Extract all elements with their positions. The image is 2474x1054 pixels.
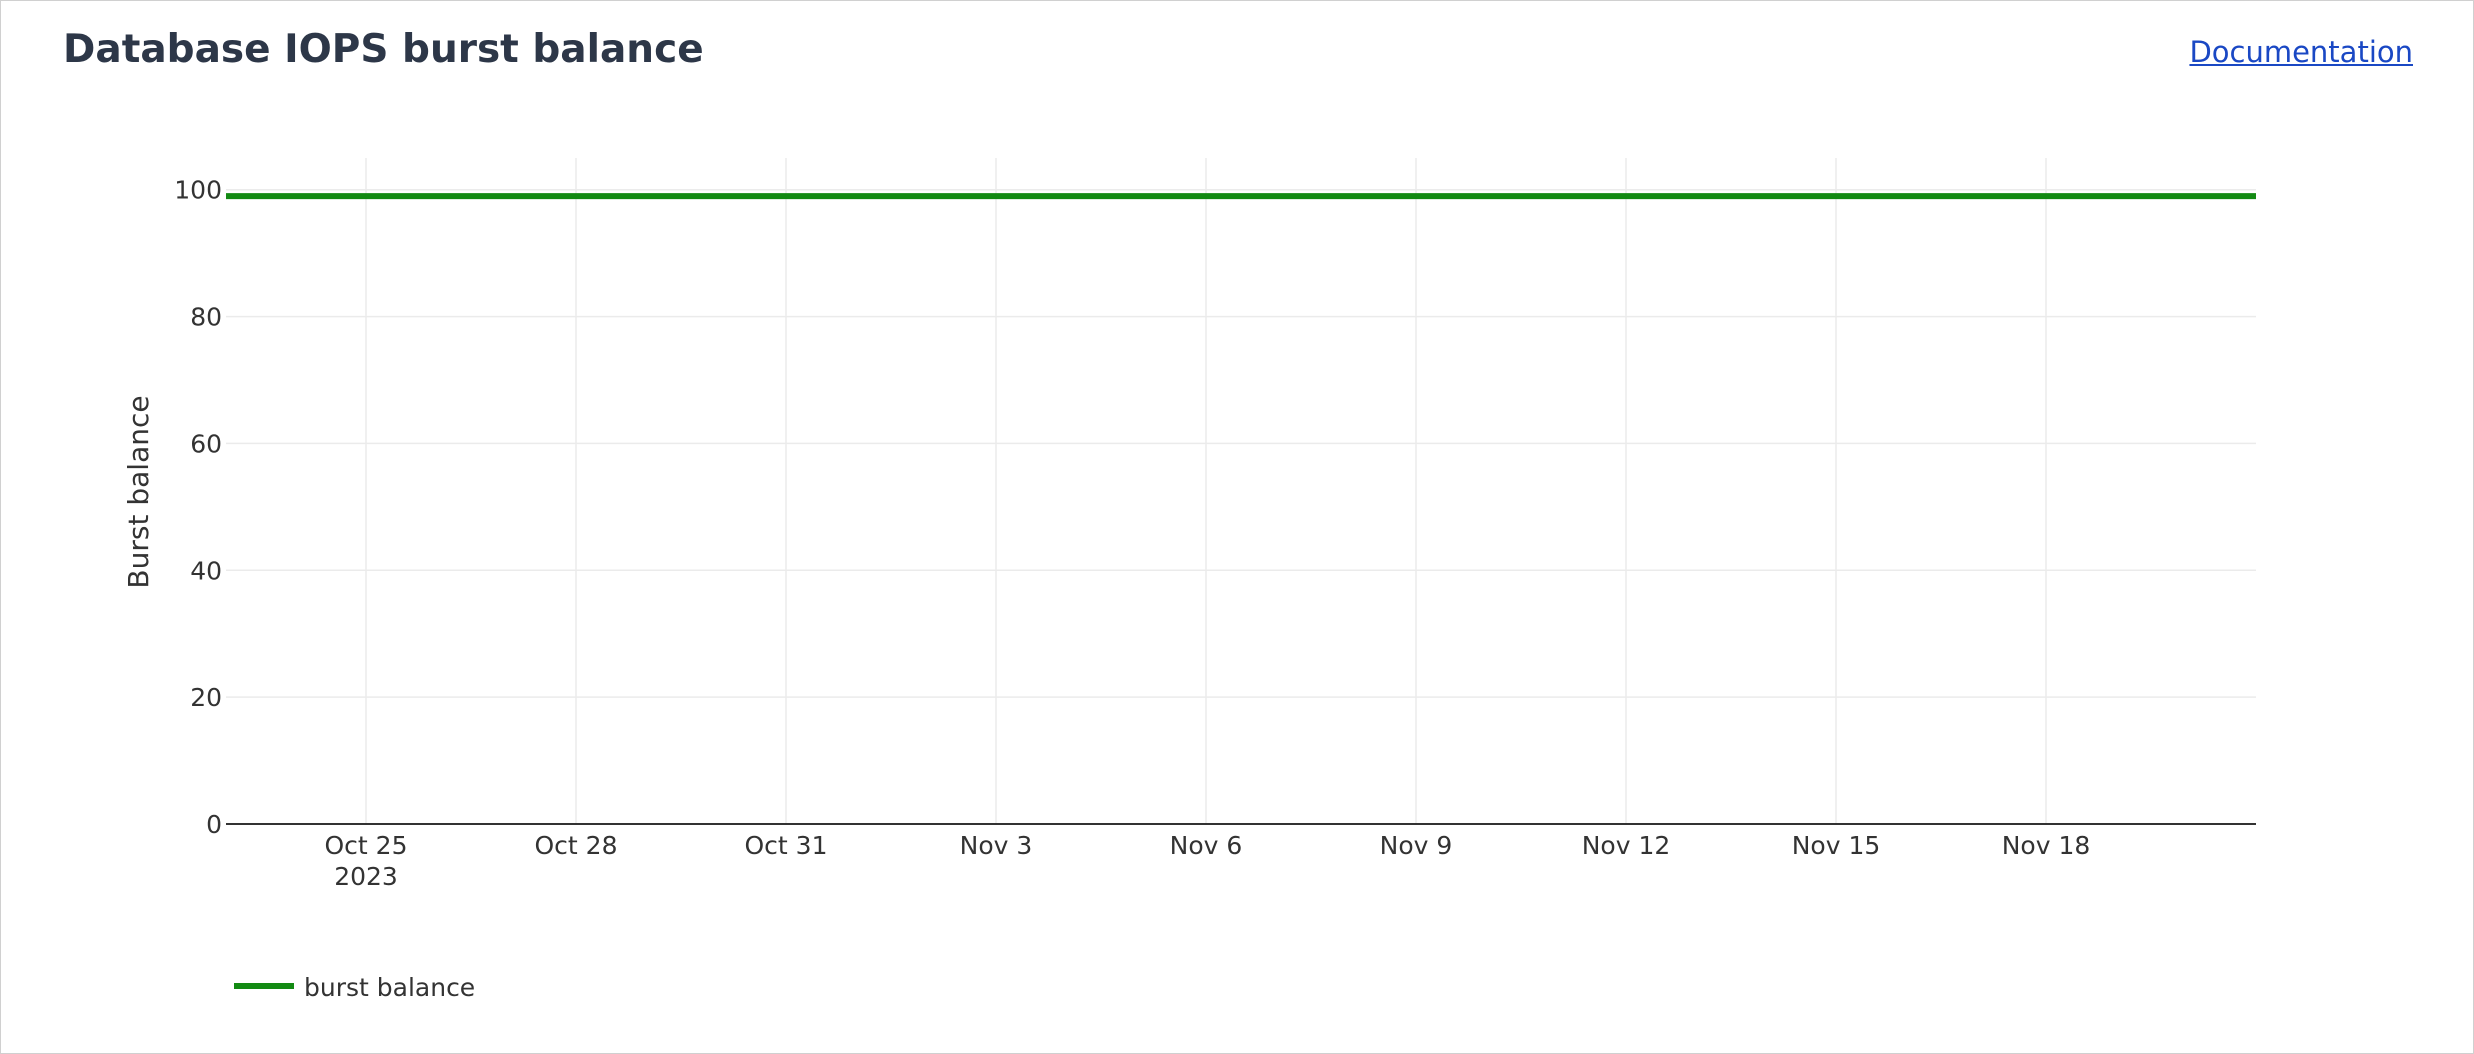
grid-lines xyxy=(226,158,2256,824)
x-tick-label-6: Nov 12 xyxy=(1582,831,1671,860)
y-tick-label-20: 20 xyxy=(190,683,222,712)
x-tick-label-3: Nov 3 xyxy=(960,831,1033,860)
x-tick-label-1: Oct 28 xyxy=(535,831,618,860)
y-tick-label-80: 80 xyxy=(190,303,222,332)
x-tick-label-2: Oct 31 xyxy=(745,831,828,860)
panel-title: Database IOPS burst balance xyxy=(63,27,704,72)
legend-label-burst-balance: burst balance xyxy=(304,973,475,1002)
documentation-link[interactable]: Documentation xyxy=(2189,35,2413,69)
x-tick-label-7: Nov 15 xyxy=(1792,831,1881,860)
x-tick-label-5: Nov 9 xyxy=(1380,831,1453,860)
legend[interactable]: burst balance xyxy=(234,973,475,1002)
x-tick-label-4: Nov 6 xyxy=(1170,831,1243,860)
y-tick-label-0: 0 xyxy=(206,810,222,839)
y-tick-label-40: 40 xyxy=(190,556,222,585)
x-tick-label-8: Nov 18 xyxy=(2002,831,2091,860)
x-tick-label-0: Oct 25 xyxy=(325,831,408,860)
y-tick-label-60: 60 xyxy=(190,429,222,458)
x-tick-sublabel-0: 2023 xyxy=(334,862,398,891)
y-axis-title: Burst balance xyxy=(122,395,155,588)
y-tick-label-100: 100 xyxy=(174,176,222,205)
